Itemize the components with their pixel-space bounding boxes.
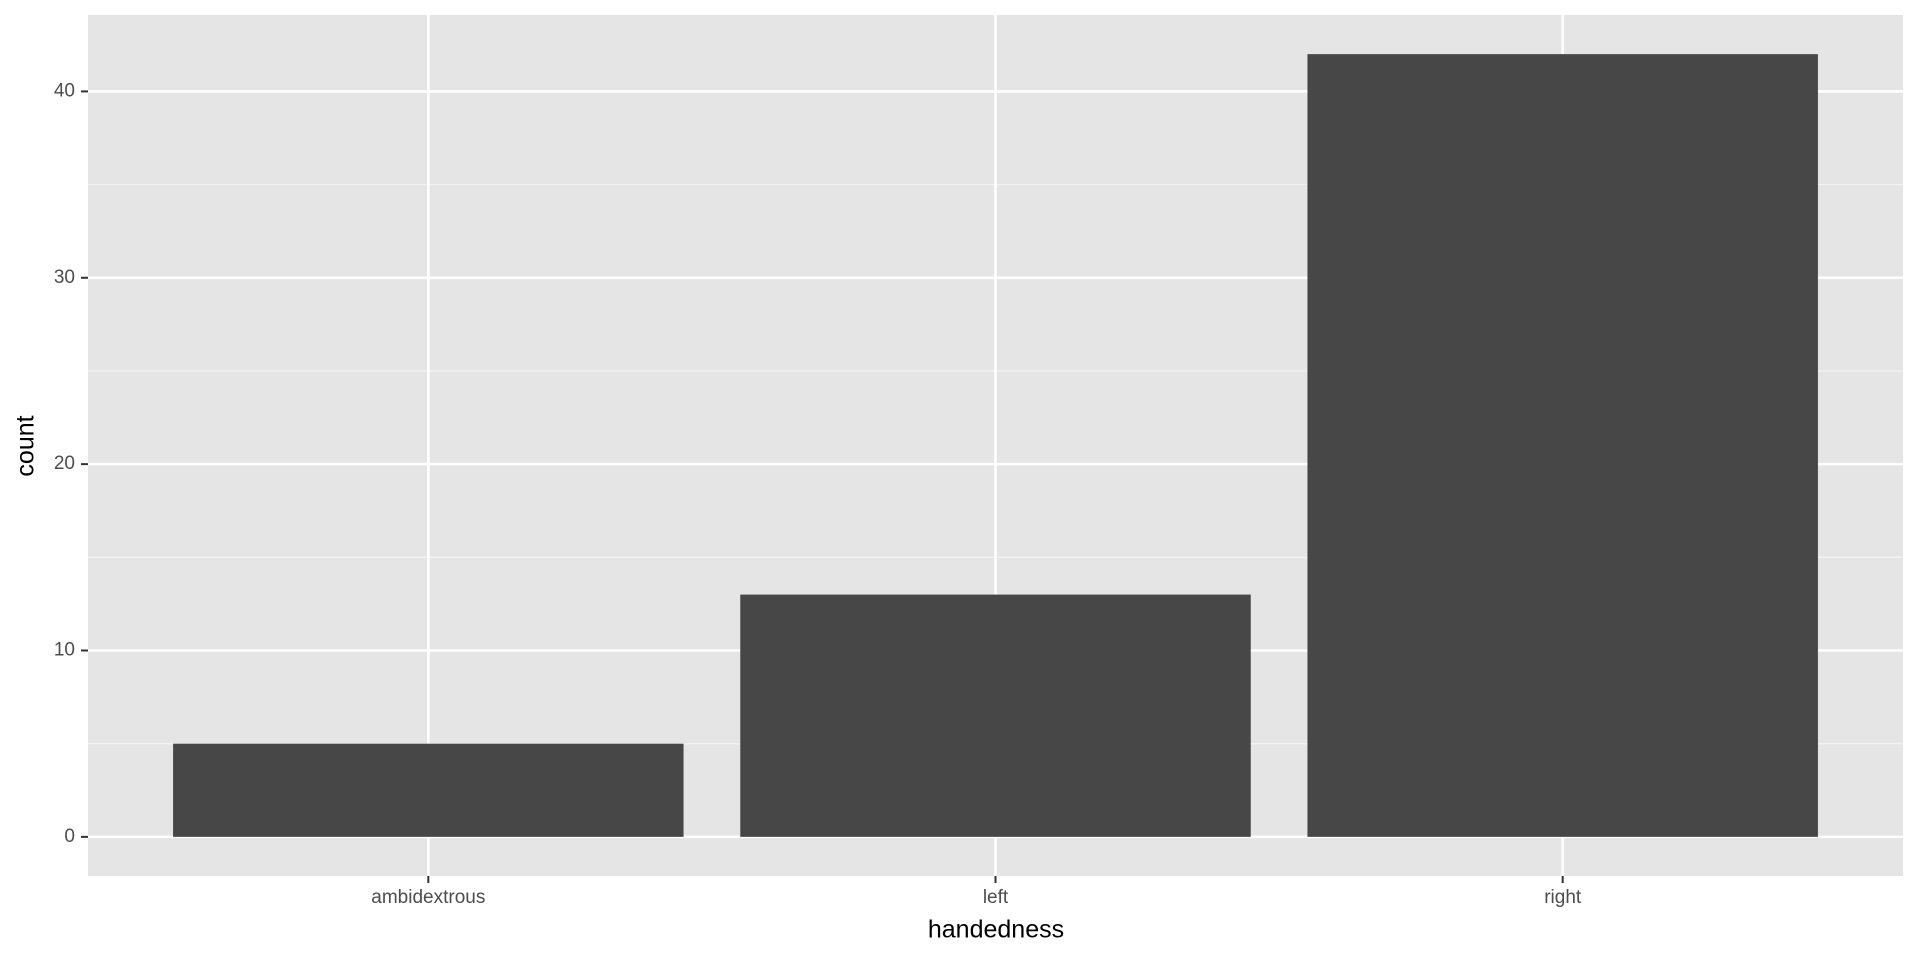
y-tick-label: 20 xyxy=(54,453,75,474)
y-tick-label: 30 xyxy=(54,267,75,288)
y-tick-label: 10 xyxy=(54,640,75,661)
x-axis-title: handedness xyxy=(928,916,1064,944)
x-tick-label: ambidextrous xyxy=(371,887,485,908)
y-tick-label: 0 xyxy=(64,826,75,847)
bar xyxy=(1307,54,1818,837)
x-tick-label: left xyxy=(983,887,1009,908)
x-tick-label: right xyxy=(1544,887,1582,908)
y-axis-title: count xyxy=(12,415,40,476)
bar xyxy=(173,743,684,837)
y-tick-label: 40 xyxy=(54,80,75,101)
bar xyxy=(740,594,1251,837)
